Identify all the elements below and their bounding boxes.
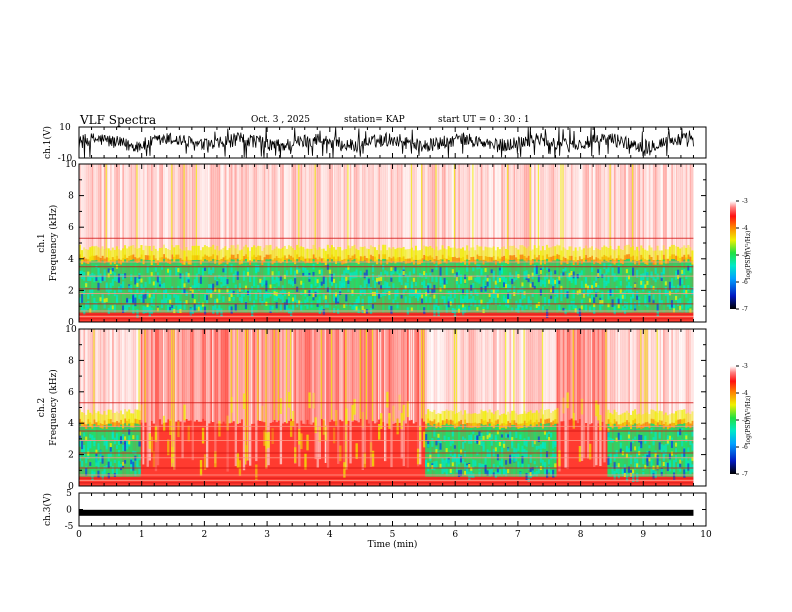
y-tick-label: 6 (68, 223, 74, 233)
y-tick-label: -5 (65, 522, 74, 532)
colorbar-tick-label: -3 (742, 363, 748, 370)
x-tick-label: 6 (452, 530, 458, 540)
x-tick-label: 2 (202, 530, 208, 540)
y-tick-label: 10 (65, 160, 77, 170)
colorbar-label: log(PSD)(V²/Hz) (745, 396, 752, 445)
colorbar-label: log(PSD)(V²/Hz) (745, 231, 752, 280)
y-tick-label: -10 (58, 154, 73, 164)
y-tick-label: 10 (59, 123, 71, 133)
y-axis-label: Frequency (kHz) (48, 369, 59, 446)
y-tick-label: 0 (68, 318, 74, 328)
x-axis-label: Time (min) (368, 539, 418, 550)
y-tick-label: 2 (68, 286, 74, 296)
x-tick-label: 9 (640, 530, 646, 540)
y-tick-label: 6 (68, 388, 74, 398)
y-axis-channel-label: ch.1 (37, 233, 47, 252)
y-axis-label: ch.1(V) (42, 126, 53, 159)
y-tick-label: 8 (68, 192, 74, 202)
start-time-label: start UT = 0 : 30 : 1 (438, 115, 530, 125)
colorbar-tick-label: -4 (742, 390, 748, 397)
y-axis-label: Frequency (kHz) (48, 205, 59, 282)
y-tick-label: 8 (68, 356, 74, 366)
x-tick-label: 8 (578, 530, 584, 540)
ch1-waveform (78, 126, 707, 159)
ch3-waveform-trace (79, 509, 694, 516)
y-tick-label: 2 (68, 451, 74, 461)
ch1-spectrogram (78, 163, 739, 323)
y-tick-label: 0 (66, 506, 72, 516)
x-tick-label: 0 (76, 530, 82, 540)
ch2-spectrogram (78, 328, 739, 487)
y-axis-label: ch.3(V) (42, 493, 53, 526)
colorbar-tick-label: -7 (742, 306, 748, 313)
colorbar (730, 201, 736, 309)
colorbar-tick-label: -6 (742, 279, 748, 286)
x-tick-label: 1 (139, 530, 145, 540)
ch3-waveform (78, 492, 707, 527)
date-label: Oct. 3 , 2025 (251, 115, 310, 125)
colorbar-tick-label: -6 (742, 444, 748, 451)
colorbar-tick-label: -7 (742, 471, 748, 478)
no-data-region (693, 164, 706, 322)
y-tick-label: 5 (66, 489, 72, 499)
y-axis-channel-label: ch.2 (37, 398, 47, 417)
x-tick-label: 5 (390, 530, 396, 540)
y-tick-label: 4 (68, 255, 74, 265)
x-tick-label: 10 (700, 530, 712, 540)
no-data-region (693, 329, 706, 486)
figure-title: VLF Spectra (80, 113, 157, 127)
y-tick-label: 4 (68, 419, 74, 429)
x-tick-label: 7 (515, 530, 521, 540)
x-tick-label: 3 (264, 530, 270, 540)
colorbar-tick-label: -5 (742, 417, 748, 424)
colorbar-tick-label: -4 (742, 225, 748, 232)
ch2-spectrogram-cells (79, 329, 706, 486)
colorbar-tick-label: -3 (742, 198, 748, 205)
ch1-spectrogram-cells (79, 164, 706, 322)
colorbar-tick-label: -5 (742, 252, 748, 259)
y-tick-label: 0 (68, 482, 74, 492)
station-label: station= KAP (344, 115, 405, 125)
ch1-waveform-trace (78, 127, 694, 158)
x-tick-label: 4 (327, 530, 333, 540)
y-tick-label: 10 (65, 325, 77, 335)
colorbar (730, 366, 736, 474)
